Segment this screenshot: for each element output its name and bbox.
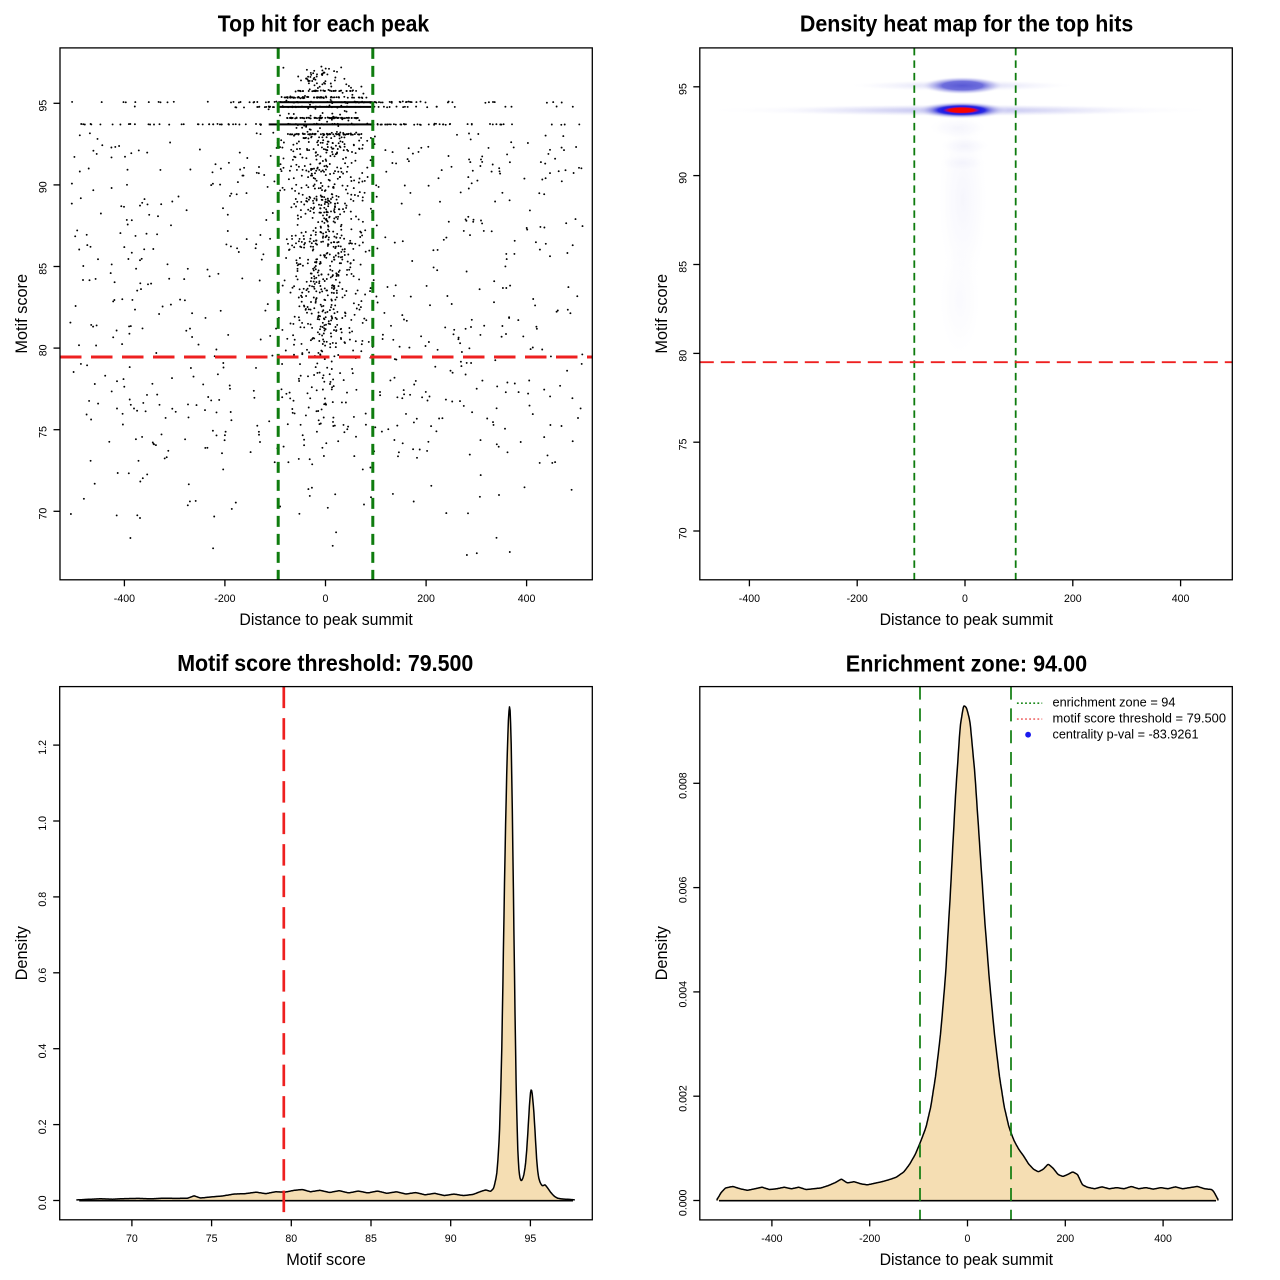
svg-text:0: 0 xyxy=(323,593,329,605)
svg-text:Density heat map for the top h: Density heat map for the top hits xyxy=(800,10,1133,36)
svg-text:-200: -200 xyxy=(859,1233,880,1245)
svg-text:90: 90 xyxy=(445,1233,457,1245)
svg-text:Enrichment zone: 94.00: Enrichment zone: 94.00 xyxy=(846,650,1087,676)
svg-text:80: 80 xyxy=(677,350,689,362)
svg-text:Density: Density xyxy=(13,925,31,980)
svg-text:0.002: 0.002 xyxy=(677,1085,689,1112)
svg-text:Motif score: Motif score xyxy=(13,274,31,354)
svg-text:centrality p-val = -83.9261: centrality p-val = -83.9261 xyxy=(1053,726,1199,741)
svg-text:0.006: 0.006 xyxy=(677,877,689,904)
svg-text:200: 200 xyxy=(417,593,435,605)
svg-text:0.0: 0.0 xyxy=(37,1195,49,1210)
svg-text:Motif score: Motif score xyxy=(653,274,671,354)
svg-text:Top hit for each peak: Top hit for each peak xyxy=(218,10,430,36)
svg-text:motif score threshold = 79.500: motif score threshold = 79.500 xyxy=(1053,711,1227,726)
svg-text:1.0: 1.0 xyxy=(37,816,49,831)
svg-text:Motif score threshold: 79.500: Motif score threshold: 79.500 xyxy=(177,650,473,676)
svg-text:75: 75 xyxy=(38,426,50,438)
svg-text:80: 80 xyxy=(38,344,50,356)
svg-text:95: 95 xyxy=(38,100,50,112)
svg-text:Motif score: Motif score xyxy=(286,1251,366,1269)
svg-text:90: 90 xyxy=(677,172,689,184)
svg-text:0: 0 xyxy=(962,593,968,605)
svg-text:Distance to peak summit: Distance to peak summit xyxy=(239,611,413,629)
svg-text:Distance to peak summit: Distance to peak summit xyxy=(880,1251,1054,1269)
svg-text:-400: -400 xyxy=(114,593,135,605)
svg-text:75: 75 xyxy=(677,439,689,451)
svg-text:200: 200 xyxy=(1056,1233,1074,1245)
svg-text:1.2: 1.2 xyxy=(37,740,49,755)
svg-text:0.4: 0.4 xyxy=(37,1044,49,1059)
svg-text:85: 85 xyxy=(365,1233,377,1245)
svg-text:85: 85 xyxy=(677,261,689,273)
svg-text:0.000: 0.000 xyxy=(677,1189,689,1216)
svg-text:0.004: 0.004 xyxy=(677,981,689,1008)
svg-text:0: 0 xyxy=(965,1233,971,1245)
svg-text:200: 200 xyxy=(1064,593,1082,605)
svg-text:Density: Density xyxy=(653,925,671,980)
svg-text:400: 400 xyxy=(1172,593,1190,605)
svg-text:0.6: 0.6 xyxy=(37,968,49,983)
svg-text:95: 95 xyxy=(525,1233,537,1245)
svg-text:70: 70 xyxy=(677,527,689,539)
svg-text:0.8: 0.8 xyxy=(37,892,49,907)
svg-text:400: 400 xyxy=(1154,1233,1172,1245)
svg-text:-400: -400 xyxy=(739,593,760,605)
svg-text:-200: -200 xyxy=(214,593,235,605)
svg-text:Distance to peak summit: Distance to peak summit xyxy=(880,611,1054,629)
svg-text:95: 95 xyxy=(677,83,689,95)
svg-text:90: 90 xyxy=(38,181,50,193)
svg-text:400: 400 xyxy=(518,593,536,605)
svg-text:enrichment zone = 94: enrichment zone = 94 xyxy=(1053,695,1176,710)
svg-text:75: 75 xyxy=(206,1233,218,1245)
svg-text:-200: -200 xyxy=(847,593,868,605)
svg-text:0.008: 0.008 xyxy=(677,772,689,799)
svg-text:70: 70 xyxy=(126,1233,138,1245)
svg-text:0.2: 0.2 xyxy=(37,1119,49,1134)
svg-text:-400: -400 xyxy=(761,1233,782,1245)
svg-text:70: 70 xyxy=(38,508,50,520)
svg-text:80: 80 xyxy=(285,1233,297,1245)
svg-text:85: 85 xyxy=(38,263,50,275)
